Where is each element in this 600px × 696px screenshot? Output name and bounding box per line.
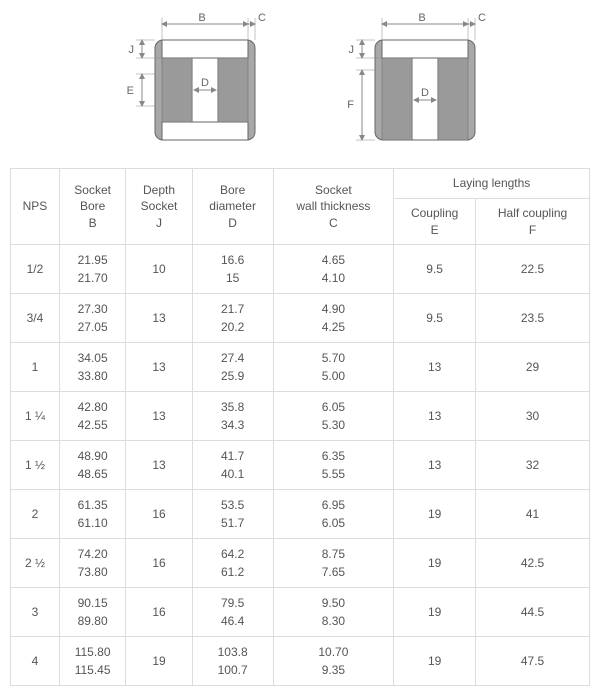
cell-B: 34.0533.80 <box>59 343 125 392</box>
cell-E: 13 <box>394 343 476 392</box>
col-half-coupling: Half couplingF <box>476 198 590 245</box>
cell-B: 61.3561.10 <box>59 490 125 539</box>
cell-nps: 3/4 <box>11 294 60 343</box>
svg-text:C: C <box>258 12 266 24</box>
cell-D: 21.720.2 <box>192 294 273 343</box>
cell-D: 79.546.4 <box>192 588 273 637</box>
cell-D: 64.261.2 <box>192 539 273 588</box>
svg-text:B: B <box>198 12 205 24</box>
cell-J: 13 <box>126 441 192 490</box>
coupling-diagram: B C J E D <box>100 10 280 153</box>
cell-J: 16 <box>126 490 192 539</box>
col-wall-thickness: Socketwall thicknessC <box>273 169 394 245</box>
cell-C: 8.757.65 <box>273 539 394 588</box>
svg-text:J: J <box>129 44 135 56</box>
cell-F: 41 <box>476 490 590 539</box>
cell-J: 10 <box>126 245 192 294</box>
svg-text:D: D <box>201 77 209 89</box>
cell-C: 4.654.10 <box>273 245 394 294</box>
cell-B: 90.1589.80 <box>59 588 125 637</box>
svg-text:J: J <box>349 44 355 56</box>
cell-D: 16.615 <box>192 245 273 294</box>
cell-nps: 1/2 <box>11 245 60 294</box>
cell-F: 42.5 <box>476 539 590 588</box>
cell-J: 13 <box>126 343 192 392</box>
cell-F: 30 <box>476 392 590 441</box>
col-bore-diameter: BorediameterD <box>192 169 273 245</box>
cell-E: 9.5 <box>394 245 476 294</box>
col-laying-lengths: Laying lengths <box>394 169 590 199</box>
cell-J: 16 <box>126 539 192 588</box>
dimensions-table: NPS SocketBoreB DepthSocketJ Borediamete… <box>10 168 590 686</box>
cell-nps: 2 ½ <box>11 539 60 588</box>
cell-C: 4.904.25 <box>273 294 394 343</box>
cell-nps: 4 <box>11 637 60 686</box>
table-row: 134.0533.801327.425.95.705.001329 <box>11 343 590 392</box>
table-row: 261.3561.101653.551.76.956.051941 <box>11 490 590 539</box>
table-row: 1 ¼42.8042.551335.834.36.055.301330 <box>11 392 590 441</box>
cell-C: 6.355.55 <box>273 441 394 490</box>
svg-text:E: E <box>127 85 134 97</box>
table-row: 1 ½48.9048.651341.740.16.355.551332 <box>11 441 590 490</box>
cell-D: 53.551.7 <box>192 490 273 539</box>
cell-nps: 3 <box>11 588 60 637</box>
cell-E: 19 <box>394 490 476 539</box>
cell-C: 10.709.35 <box>273 637 394 686</box>
cell-J: 16 <box>126 588 192 637</box>
cell-C: 9.508.30 <box>273 588 394 637</box>
cell-E: 19 <box>394 637 476 686</box>
cell-J: 13 <box>126 294 192 343</box>
cell-C: 6.055.30 <box>273 392 394 441</box>
svg-text:D: D <box>421 87 429 99</box>
cell-nps: 1 ¼ <box>11 392 60 441</box>
cell-D: 27.425.9 <box>192 343 273 392</box>
cell-nps: 1 <box>11 343 60 392</box>
cell-D: 35.834.3 <box>192 392 273 441</box>
col-coupling: CouplingE <box>394 198 476 245</box>
table-row: 1/221.9521.701016.6154.654.109.522.5 <box>11 245 590 294</box>
half-coupling-diagram: B C J F D <box>320 10 500 153</box>
cell-J: 19 <box>126 637 192 686</box>
cell-E: 13 <box>394 392 476 441</box>
cell-F: 47.5 <box>476 637 590 686</box>
cell-J: 13 <box>126 392 192 441</box>
cell-B: 42.8042.55 <box>59 392 125 441</box>
table-row: 3/427.3027.051321.720.24.904.259.523.5 <box>11 294 590 343</box>
cell-B: 27.3027.05 <box>59 294 125 343</box>
svg-text:F: F <box>347 99 354 111</box>
cell-B: 21.9521.70 <box>59 245 125 294</box>
cell-F: 22.5 <box>476 245 590 294</box>
cell-E: 19 <box>394 539 476 588</box>
svg-text:C: C <box>478 12 486 24</box>
cell-F: 32 <box>476 441 590 490</box>
cell-F: 23.5 <box>476 294 590 343</box>
diagram-row: B C J E D <box>10 10 590 153</box>
svg-text:B: B <box>418 12 425 24</box>
cell-B: 115.80115.45 <box>59 637 125 686</box>
col-nps: NPS <box>11 169 60 245</box>
cell-E: 9.5 <box>394 294 476 343</box>
cell-E: 19 <box>394 588 476 637</box>
cell-D: 103.8100.7 <box>192 637 273 686</box>
cell-C: 6.956.05 <box>273 490 394 539</box>
cell-D: 41.740.1 <box>192 441 273 490</box>
cell-F: 44.5 <box>476 588 590 637</box>
table-row: 4115.80115.4519103.8100.710.709.351947.5 <box>11 637 590 686</box>
col-socket-bore: SocketBoreB <box>59 169 125 245</box>
table-row: 390.1589.801679.546.49.508.301944.5 <box>11 588 590 637</box>
table-row: 2 ½74.2073.801664.261.28.757.651942.5 <box>11 539 590 588</box>
cell-C: 5.705.00 <box>273 343 394 392</box>
cell-B: 48.9048.65 <box>59 441 125 490</box>
cell-B: 74.2073.80 <box>59 539 125 588</box>
cell-nps: 1 ½ <box>11 441 60 490</box>
cell-nps: 2 <box>11 490 60 539</box>
cell-F: 29 <box>476 343 590 392</box>
col-depth-socket: DepthSocketJ <box>126 169 192 245</box>
cell-E: 13 <box>394 441 476 490</box>
